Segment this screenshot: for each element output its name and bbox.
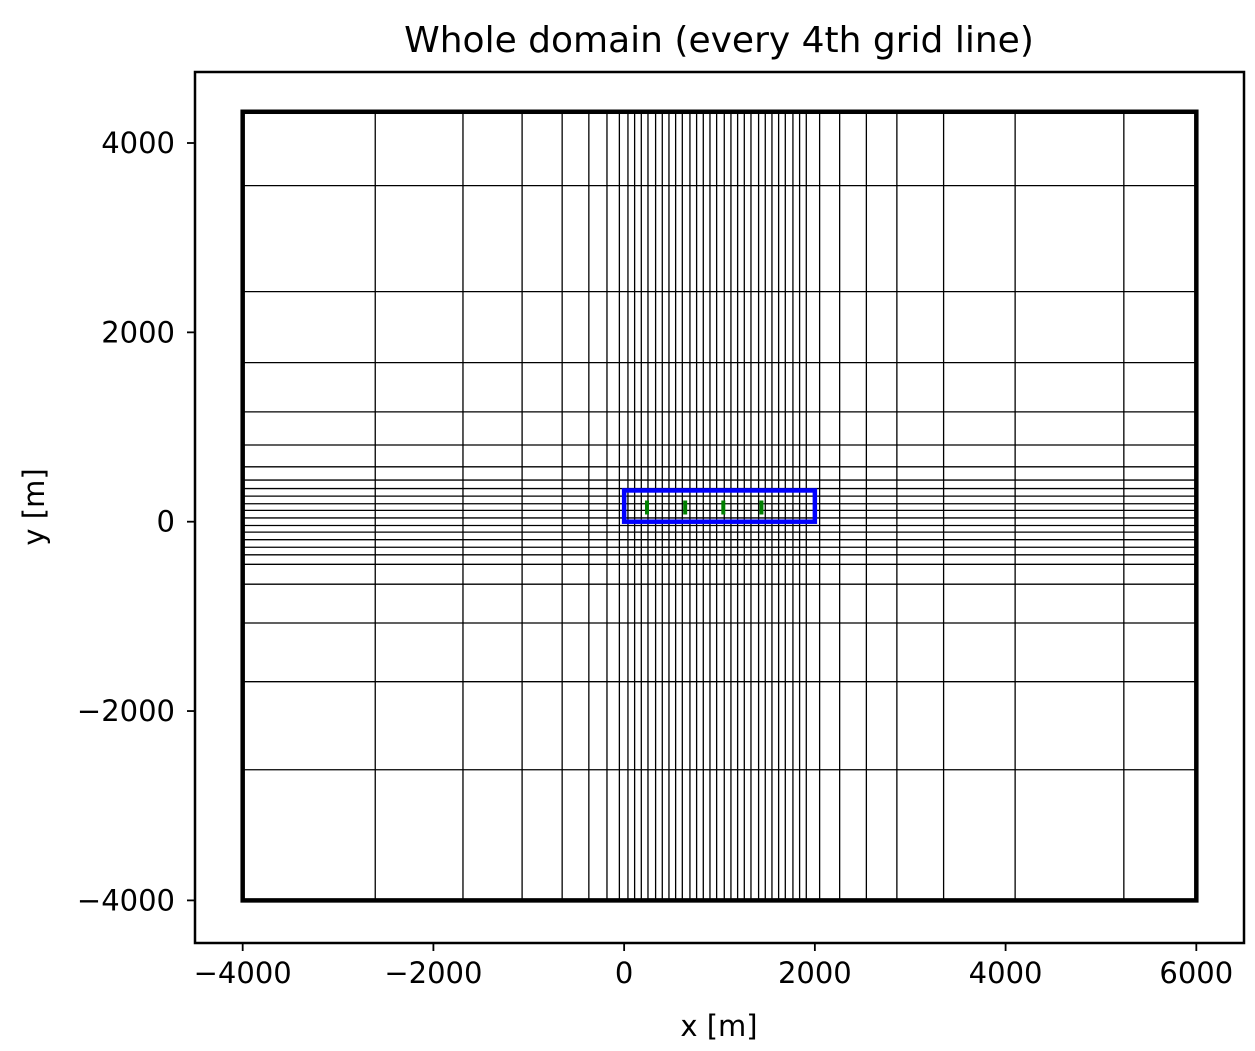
inner-domain-box bbox=[621, 488, 818, 524]
turbines bbox=[645, 500, 764, 515]
x-ticks: −4000 −2000 0 2000 4000 6000 bbox=[194, 943, 1233, 990]
y-tick-label-4: 4000 bbox=[101, 126, 175, 160]
outer-domain-box bbox=[240, 109, 1199, 903]
x-tick-label-3: 2000 bbox=[778, 956, 852, 990]
chart-title: Whole domain (every 4th grid line) bbox=[404, 20, 1034, 61]
y-tick-label-2: 0 bbox=[157, 505, 175, 539]
y-tick-label-0: −4000 bbox=[77, 883, 175, 917]
grid-lines bbox=[242, 111, 1197, 901]
x-tick-label-0: −4000 bbox=[194, 956, 292, 990]
x-tick-label-2: 0 bbox=[615, 956, 633, 990]
plot-frame bbox=[193, 70, 1246, 945]
x-tick-label-1: −2000 bbox=[384, 956, 482, 990]
y-tick-label-3: 2000 bbox=[101, 315, 175, 349]
x-tick-label-5: 6000 bbox=[1159, 956, 1233, 990]
y-tick-label-1: −2000 bbox=[77, 694, 175, 728]
x-axis-label: x [m] bbox=[680, 1009, 757, 1043]
x-tick-label-4: 4000 bbox=[969, 956, 1043, 990]
domain-boxes bbox=[240, 109, 1199, 903]
y-axis-label: y [m] bbox=[17, 468, 51, 545]
y-ticks: −4000 −2000 0 2000 4000 bbox=[77, 126, 195, 917]
